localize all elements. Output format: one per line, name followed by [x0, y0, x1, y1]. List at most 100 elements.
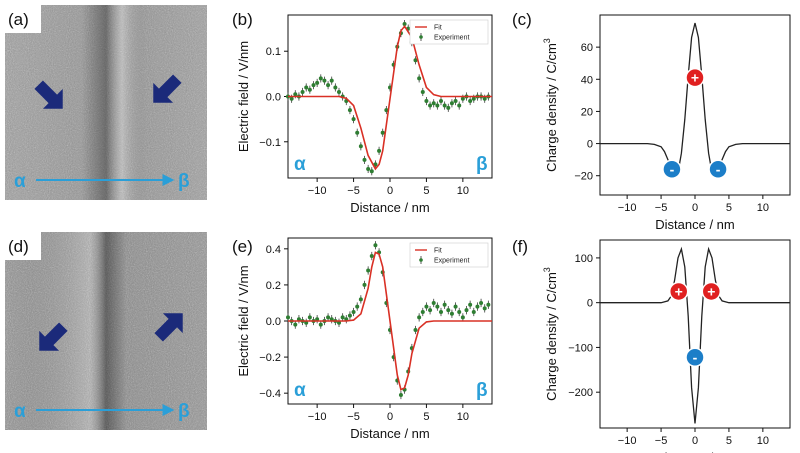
y-axis-label-superscript: 3 — [542, 38, 552, 43]
experiment-point — [420, 89, 425, 94]
experiment-point — [369, 169, 374, 174]
experiment-point — [446, 105, 451, 110]
experiment-point — [355, 130, 360, 135]
experiment-point — [431, 101, 436, 106]
experiment-point — [355, 304, 360, 309]
x-tick-label: 0 — [387, 411, 393, 423]
arrow-down-right-icon — [34, 80, 63, 109]
legend-experiment-label: Experiment — [434, 258, 469, 265]
y-tick-label: −20 — [574, 171, 593, 183]
experiment-point — [315, 80, 320, 85]
y-tick-label: −200 — [568, 387, 593, 399]
x-tick-label: 0 — [692, 202, 698, 214]
experiment-point — [307, 87, 312, 92]
experiment-point — [453, 99, 458, 104]
experiment-point — [369, 254, 374, 259]
experiment-point — [460, 96, 465, 101]
experiment-point — [337, 320, 341, 325]
x-tick-label: −5 — [655, 435, 668, 447]
experiment-point — [457, 309, 462, 314]
arrow-down-left-icon — [39, 322, 68, 351]
experiment-point — [362, 282, 367, 287]
experiment-point — [460, 315, 465, 320]
experiment-point — [304, 320, 309, 325]
x-tick-label: 5 — [423, 185, 429, 197]
experiment-point — [286, 315, 290, 320]
y-axis-label-text: Electric field / V/nm — [236, 41, 251, 152]
experiment-point — [300, 89, 305, 94]
x-tick-label: −5 — [655, 202, 668, 214]
x-tick-label: 10 — [757, 435, 769, 447]
plot-frame — [599, 14, 791, 196]
legend-experiment-swatch — [419, 35, 423, 39]
experiment-point — [413, 328, 418, 333]
experiment-point — [362, 157, 367, 162]
arrow-up-right-icon — [154, 313, 183, 342]
micrograph-d-boundary-stripe — [5, 232, 207, 430]
positive-charge-marker — [685, 67, 705, 88]
experiment-point — [318, 322, 323, 327]
chart-charge-density-c: (c) −10 −5 0 5 10 −20 0 20 40 60 Distance / nm Charg… — [512, 10, 791, 232]
experiment-point — [402, 22, 407, 27]
experiment-point — [366, 268, 371, 273]
beta-label: β — [476, 154, 488, 175]
x-tick-label: 10 — [457, 185, 469, 197]
y-axis-label-superscript: 3 — [542, 267, 552, 272]
panel-label-d: (d) — [8, 237, 29, 256]
experiment-point — [358, 144, 363, 149]
legend-fit-label: Fit — [434, 25, 442, 32]
experiment-point — [475, 304, 480, 309]
experiment-point — [482, 96, 487, 101]
x-tick-label: −10 — [618, 435, 637, 447]
y-axis-label-text: Electric field / V/nm — [236, 265, 251, 376]
y-tick-label: 0.1 — [266, 46, 281, 58]
experiment-point — [351, 309, 356, 314]
x-axis-label: Distance / nm — [655, 217, 734, 232]
experiment-point — [457, 103, 462, 108]
chart-electric-field-e: (e) −10 −5 0 5 10 −0.4 −0.2 0.0 0.2 0.4 Distance / … — [232, 237, 493, 441]
experiment-point — [358, 297, 363, 302]
x-tick-label: 5 — [423, 411, 429, 423]
x-tick-label: 5 — [726, 435, 732, 447]
panel-label-d-box — [5, 232, 41, 260]
alpha-label: α — [294, 154, 306, 175]
experiment-point — [420, 309, 425, 314]
experiment-point — [428, 103, 433, 108]
experiment-point — [413, 58, 418, 63]
experiment-point — [442, 302, 447, 307]
x-axis-label: Distance / nm — [350, 426, 429, 441]
y-tick-label: −0.1 — [259, 137, 281, 149]
experiment-point — [464, 308, 469, 313]
experiment-point — [435, 103, 440, 108]
y-axis-label: Charge density / C/cm3 — [542, 267, 559, 401]
experiment-point — [482, 306, 487, 311]
y-tick-label: 0.0 — [266, 316, 281, 328]
positive-charge-sign: + — [707, 283, 715, 299]
x-tick-label: −10 — [618, 202, 637, 214]
negative-charge-marker — [662, 159, 682, 180]
panel-label: (e) — [232, 237, 253, 256]
x-tick-label: −10 — [308, 411, 327, 423]
y-axis-label-text: Charge density / C/cm — [544, 43, 559, 172]
beta-label-a: β — [178, 171, 190, 192]
experiment-point — [347, 313, 352, 318]
experiment-point — [417, 76, 422, 81]
y-tick-label: 0 — [587, 139, 593, 151]
experiment-point — [377, 148, 382, 153]
experiment-point — [293, 92, 298, 97]
y-axis-label-text: Charge density / C/cm — [544, 272, 559, 401]
charge-density-line — [600, 246, 790, 424]
alpha-label-d: α — [14, 401, 26, 422]
y-tick-label: −0.2 — [259, 352, 281, 364]
experiment-point — [468, 302, 473, 307]
experiment-point — [446, 308, 451, 313]
x-tick-label: −5 — [347, 185, 360, 197]
experiment-point — [442, 103, 447, 108]
panel-label: (c) — [512, 10, 532, 29]
legend-box — [409, 19, 489, 45]
y-tick-label: 60 — [581, 42, 593, 54]
x-tick-label: 10 — [757, 202, 769, 214]
x-axis-label: Distance / nm — [350, 200, 429, 215]
negative-charge-sign: - — [716, 161, 721, 177]
